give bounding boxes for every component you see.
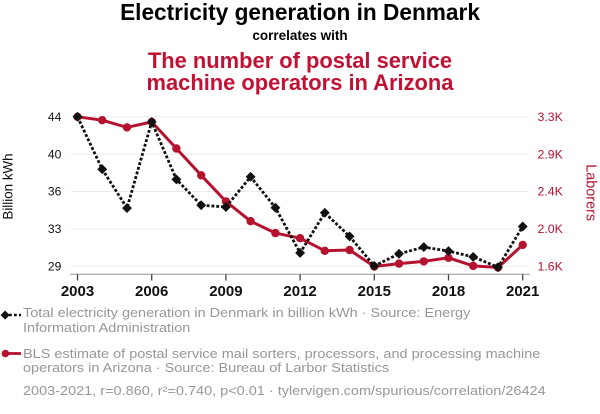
svg-text:36: 36 [48, 185, 62, 199]
svg-text:Laborers: Laborers [583, 164, 599, 221]
svg-text:2.9K: 2.9K [538, 147, 564, 161]
svg-text:29: 29 [48, 260, 62, 274]
svg-text:Billion kWh: Billion kWh [0, 153, 15, 219]
svg-text:2003: 2003 [61, 283, 94, 300]
svg-text:1.6K: 1.6K [538, 260, 564, 274]
svg-text:44: 44 [48, 110, 62, 124]
svg-text:3.3K: 3.3K [538, 110, 564, 124]
svg-text:2021: 2021 [506, 283, 539, 300]
svg-text:2006: 2006 [135, 283, 168, 300]
svg-text:2012: 2012 [283, 283, 316, 300]
svg-text:2009: 2009 [209, 283, 242, 300]
svg-text:2015: 2015 [358, 283, 391, 300]
svg-text:2018: 2018 [432, 283, 465, 300]
svg-text:2.0K: 2.0K [538, 222, 564, 236]
svg-text:2.4K: 2.4K [538, 185, 564, 199]
svg-text:40: 40 [48, 147, 62, 161]
svg-text:33: 33 [48, 222, 62, 236]
